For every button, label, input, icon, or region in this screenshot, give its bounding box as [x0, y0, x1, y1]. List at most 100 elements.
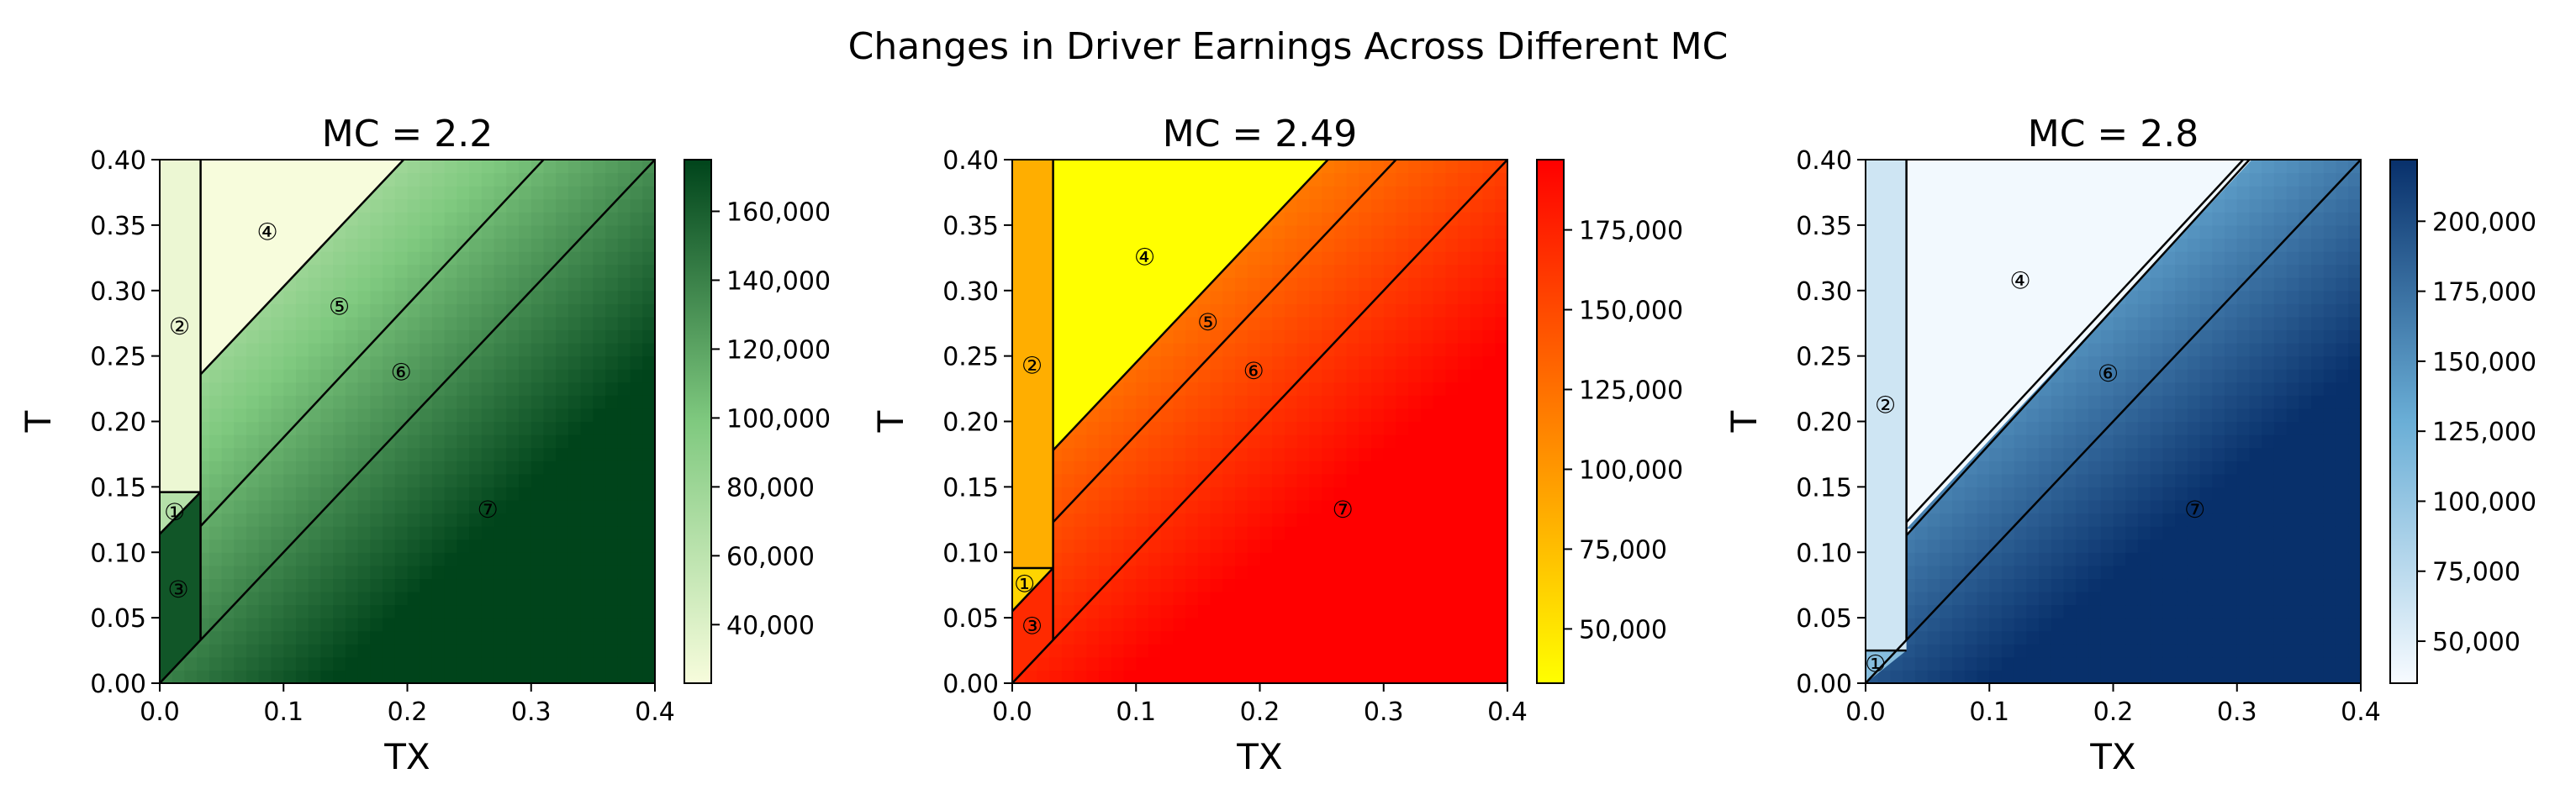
heatmap-cell	[1964, 461, 1978, 475]
heatmap-cell	[234, 618, 247, 632]
heatmap-cell	[345, 656, 359, 671]
heatmap-cell	[1111, 578, 1125, 592]
heatmap-cell	[1185, 644, 1199, 658]
heatmap-cell	[1148, 591, 1162, 606]
heatmap-cell	[2039, 578, 2052, 592]
heatmap-cell	[258, 421, 272, 435]
heatmap-cell	[2323, 238, 2337, 252]
heatmap-cell	[444, 461, 457, 475]
heatmap-cell	[2286, 487, 2299, 501]
heatmap-cell	[556, 172, 569, 187]
heatmap-cell	[209, 487, 223, 501]
heatmap-cell	[2125, 565, 2139, 580]
x-tick-label: 0.1	[1116, 697, 1156, 727]
heatmap-cell	[2249, 604, 2262, 618]
heatmap-cell	[1061, 644, 1075, 658]
heatmap-cell	[519, 160, 532, 174]
heatmap-cell	[1482, 290, 1496, 304]
heatmap-cell	[2125, 303, 2139, 318]
heatmap-cell	[630, 382, 643, 396]
heatmap-cell	[519, 499, 532, 514]
heatmap-cell	[345, 408, 359, 423]
heatmap-cell	[209, 670, 223, 683]
heatmap-cell	[1359, 499, 1372, 514]
heatmap-cell	[320, 487, 334, 501]
heatmap-cell	[1371, 355, 1385, 370]
heatmap-cell	[1333, 670, 1348, 683]
heatmap-cell	[357, 618, 371, 632]
heatmap-cell	[1061, 552, 1075, 566]
heatmap-cell	[519, 382, 532, 396]
x-axis-label: TX	[1236, 736, 1282, 777]
heatmap-cell	[2225, 238, 2238, 252]
heatmap-cell	[2262, 329, 2275, 344]
heatmap-cell	[1247, 316, 1261, 331]
heatmap-cell	[1396, 303, 1409, 318]
heatmap-cell	[580, 369, 594, 383]
heatmap-cell	[543, 172, 557, 187]
heatmap-cell	[2311, 290, 2325, 304]
heatmap-cell	[1396, 565, 1409, 580]
heatmap-cell	[1074, 473, 1087, 487]
heatmap-cell	[617, 656, 631, 671]
heatmap-cell	[2299, 604, 2312, 618]
heatmap-cell	[320, 329, 334, 344]
heatmap-cell	[234, 343, 247, 357]
heatmap-cell	[1396, 343, 1409, 357]
heatmap-cell	[1482, 461, 1496, 475]
heatmap-cell	[383, 461, 396, 475]
heatmap-cell	[2001, 604, 2015, 618]
heatmap-cell	[221, 487, 235, 501]
heatmap-cell	[1284, 224, 1298, 239]
heatmap-cell	[2125, 473, 2139, 487]
heatmap-cell	[519, 447, 532, 461]
heatmap-cell	[1148, 447, 1162, 461]
heatmap-cell	[2262, 224, 2275, 239]
heatmap-cell	[605, 644, 619, 658]
heatmap-cell	[1408, 421, 1422, 435]
heatmap-cell	[1433, 382, 1446, 396]
heatmap-cell	[642, 264, 655, 278]
heatmap-cell	[2336, 277, 2349, 292]
heatmap-cell	[580, 447, 594, 461]
heatmap-cell	[593, 316, 606, 331]
heatmap-cell	[2150, 277, 2163, 292]
heatmap-cell	[1247, 264, 1261, 278]
heatmap-cell	[271, 604, 284, 618]
heatmap-cell	[383, 421, 396, 435]
heatmap-cell	[1482, 198, 1496, 213]
heatmap-cell	[1458, 630, 1471, 645]
heatmap-cell	[1235, 408, 1248, 423]
heatmap-cell	[2273, 473, 2288, 487]
heatmap-cell	[431, 316, 446, 331]
heatmap-cell	[2348, 186, 2361, 200]
heatmap-cell	[481, 316, 495, 331]
region-2	[1866, 160, 1907, 651]
heatmap-cell	[567, 395, 582, 409]
heatmap-cell	[1185, 630, 1199, 645]
heatmap-cell	[295, 355, 309, 370]
heatmap-cell	[543, 539, 557, 553]
heatmap-cell	[1074, 670, 1087, 683]
heatmap-cell	[234, 670, 247, 683]
heatmap-cell	[1123, 473, 1137, 487]
heatmap-cell	[1383, 526, 1397, 540]
heatmap-cell	[1433, 565, 1446, 580]
heatmap-cell	[1396, 461, 1409, 475]
heatmap-cell	[431, 355, 446, 370]
heatmap-cell	[1470, 618, 1484, 632]
heatmap-cell	[320, 395, 334, 409]
heatmap-cell	[1061, 526, 1075, 540]
heatmap-cell	[444, 160, 457, 174]
heatmap-cell	[2212, 382, 2225, 396]
heatmap-cell	[1322, 408, 1335, 423]
heatmap-cell	[2113, 355, 2126, 370]
heatmap-cell	[246, 565, 260, 580]
heatmap-cell	[1333, 526, 1348, 540]
heatmap-cell	[320, 355, 334, 370]
heatmap-cell	[246, 408, 260, 423]
heatmap-cell	[481, 343, 495, 357]
heatmap-cell	[1259, 277, 1273, 292]
heatmap-cell	[345, 382, 359, 396]
heatmap-cell	[1197, 434, 1211, 449]
